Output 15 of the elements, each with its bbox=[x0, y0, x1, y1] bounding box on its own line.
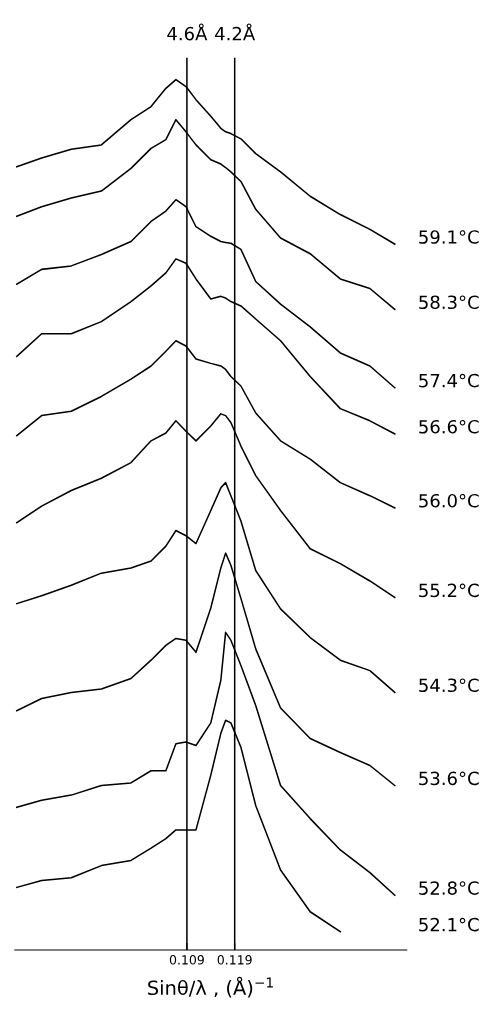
x-tick-label: 0.109 bbox=[169, 955, 204, 965]
series-label: 57.4°C bbox=[419, 373, 479, 388]
series-label: 54.3°C bbox=[419, 678, 479, 693]
series-label: 58.3°C bbox=[419, 295, 479, 310]
series-label: 52.8°C bbox=[419, 881, 479, 895]
series-label: 56.0°C bbox=[419, 493, 479, 508]
ref-line-label: 4.2Å bbox=[215, 23, 256, 41]
series-label: 59.1°C bbox=[419, 230, 479, 244]
text: 52.1°C bbox=[419, 917, 479, 932]
series-label: 53.6°C bbox=[419, 771, 479, 786]
series-label: 55.2°C bbox=[419, 583, 479, 598]
ref-line-label: 4.6Å bbox=[167, 23, 208, 41]
x-tick-label: 0.119 bbox=[217, 955, 252, 965]
series-label: 56.6°C bbox=[419, 419, 479, 434]
x-axis-title: Sinθ/λ , (Å)$^{−1}$ bbox=[148, 976, 273, 998]
